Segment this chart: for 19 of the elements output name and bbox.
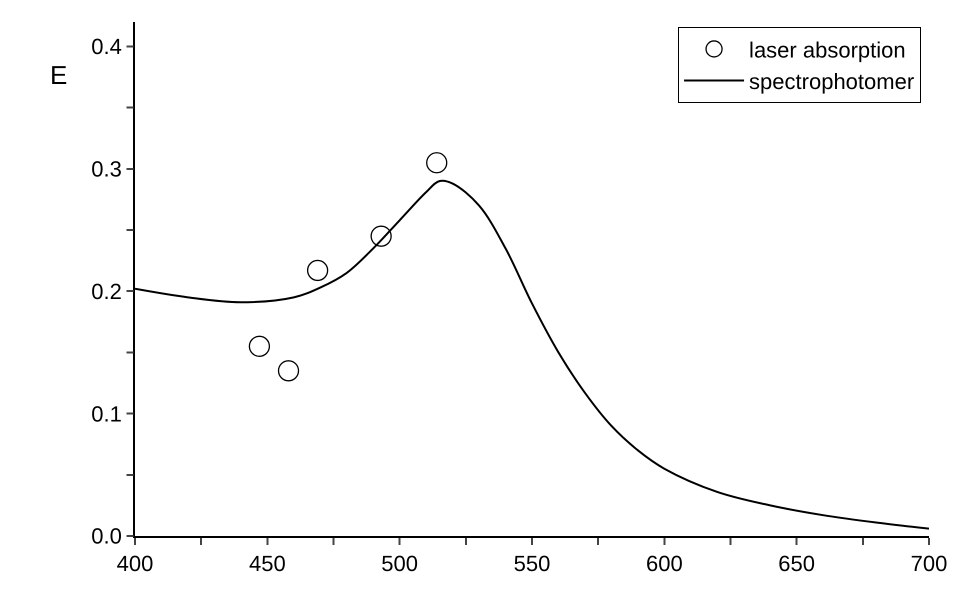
y-tick-label: 0.1 [91, 401, 122, 426]
x-tick-label: 600 [646, 551, 683, 576]
legend-label: laser absorption [749, 38, 906, 63]
y-tick-label: 0.3 [91, 156, 122, 182]
point [426, 152, 448, 174]
x-tick-label: 450 [248, 551, 286, 576]
x-tick-label: 550 [514, 551, 550, 576]
x-tick-label: 700 [910, 551, 948, 576]
legend-label: spectrophotomer [749, 69, 914, 94]
y-axis-title: E [50, 60, 68, 90]
point [248, 336, 270, 357]
point [306, 260, 328, 282]
y-tick-label: 0.4 [91, 34, 122, 60]
y-tick-label: 0.0 [91, 524, 122, 549]
y-tick-label: 0.2 [91, 278, 122, 304]
x-tick-label: 400 [116, 551, 154, 576]
x-tick-label: 500 [381, 551, 418, 576]
point [278, 360, 300, 382]
x-tick-label: 650 [778, 551, 816, 576]
